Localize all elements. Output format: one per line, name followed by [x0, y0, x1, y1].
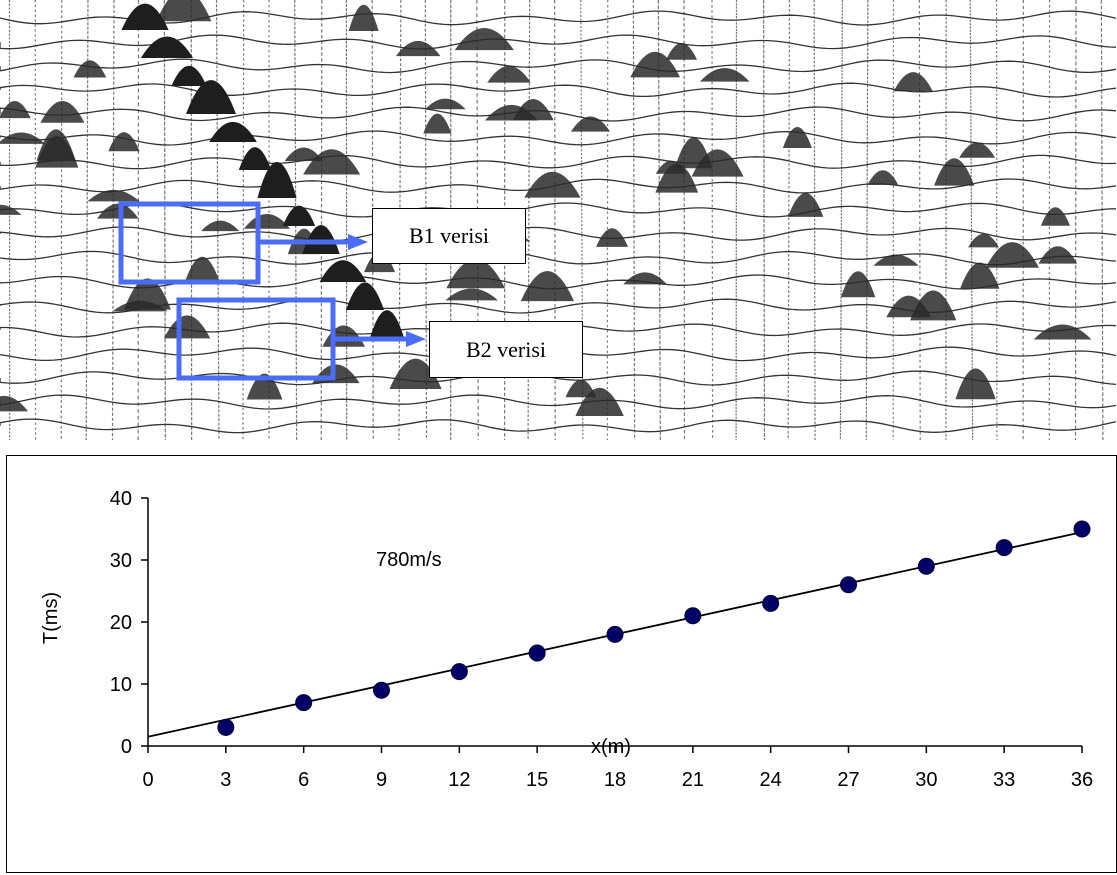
- arrowhead-b2: [406, 331, 426, 347]
- highlight-box-b1: [118, 201, 261, 285]
- x-tick-label: 27: [837, 769, 859, 791]
- x-tick-label: 12: [448, 769, 470, 791]
- x-tick-label: 15: [526, 769, 548, 791]
- x-axis-title: x(m): [591, 736, 631, 758]
- y-axis-title: T(ms): [40, 592, 62, 644]
- seismogram-panel: B1 verisi B2 verisi: [0, 0, 1117, 440]
- x-tick-label: 24: [760, 769, 782, 791]
- data-point: [217, 718, 235, 736]
- x-tick-label: 0: [142, 769, 153, 791]
- y-tick-label: 30: [110, 550, 132, 572]
- y-tick-label: 20: [110, 612, 132, 634]
- arrowhead-b1: [348, 234, 368, 250]
- x-tick-label: 6: [298, 769, 309, 791]
- x-tick-label: 18: [604, 769, 626, 791]
- data-point: [840, 576, 857, 594]
- callout-label-b2: B2 verisi: [429, 321, 583, 378]
- velocity-annotation: 780m/s: [376, 549, 442, 571]
- data-points: [217, 520, 1091, 736]
- annotation-overlay: [118, 201, 426, 381]
- chart-panel: 0 10 20 30 40 0 3 6 9 12 15 18 21 24 27 30 33 36 780m/s …: [6, 455, 1117, 873]
- trace-background: [8, 0, 1104, 440]
- x-tick-label: 36: [1071, 769, 1093, 791]
- x-tick-label: 9: [376, 769, 387, 791]
- x-tick-label: 21: [682, 769, 704, 791]
- data-point: [528, 644, 546, 662]
- x-tick-label: 33: [993, 769, 1015, 791]
- data-point: [373, 681, 390, 699]
- y-tick-label: 10: [110, 674, 132, 696]
- data-point: [295, 694, 313, 712]
- x-ticks: 0 3 6 9 12 15 18 21 24 27 30 33 36: [142, 746, 1093, 791]
- y-ticks: 0 10 20 30 40: [110, 488, 148, 758]
- y-tick-label: 0: [121, 736, 132, 758]
- callout-label-b1: B1 verisi: [372, 208, 526, 264]
- data-point: [450, 663, 468, 681]
- data-point: [995, 539, 1013, 557]
- seismogram-image: [0, 0, 1117, 440]
- data-point: [1073, 520, 1091, 538]
- chart-axes: [147, 498, 1082, 747]
- y-tick-label: 40: [110, 488, 132, 510]
- x-tick-label: 3: [220, 769, 231, 791]
- x-tick-label: 30: [915, 769, 937, 791]
- wavelet-peaks: [0, 0, 1092, 416]
- data-point: [606, 625, 624, 643]
- data-point: [684, 607, 702, 625]
- highlight-box-b2: [176, 297, 336, 381]
- data-point: [917, 557, 935, 575]
- data-point: [762, 594, 780, 612]
